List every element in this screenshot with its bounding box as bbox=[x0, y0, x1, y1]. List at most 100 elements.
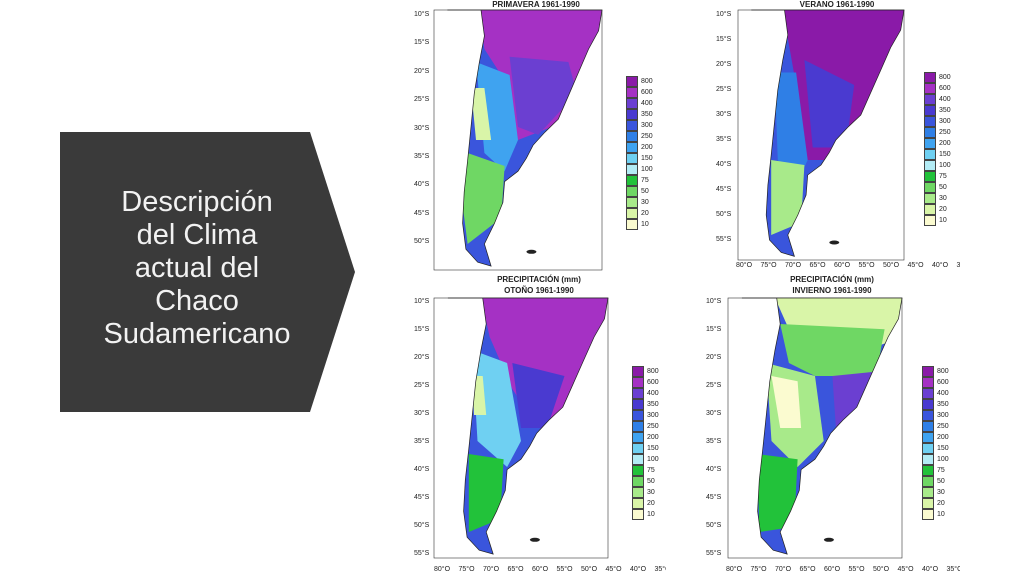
map-panel-invierno: PRECIPITACIÓN (mm) INVIERNO 1961-1990 10… bbox=[704, 274, 960, 576]
legend-value: 30 bbox=[647, 489, 655, 496]
island-mark bbox=[829, 240, 840, 245]
legend-value: 400 bbox=[647, 390, 659, 397]
legend-value: 250 bbox=[647, 423, 659, 430]
legend-swatch bbox=[632, 443, 644, 454]
latitude-label: 40°S bbox=[716, 161, 732, 168]
precipitation-band bbox=[780, 324, 885, 376]
longitude-label: 65°O bbox=[507, 566, 524, 573]
latitude-label: 30°S bbox=[706, 410, 722, 417]
legend-value: 800 bbox=[939, 74, 951, 81]
precipitation-band bbox=[472, 350, 521, 467]
legend-value: 150 bbox=[939, 151, 951, 158]
legend-value: 600 bbox=[937, 379, 949, 386]
title-line: Chaco bbox=[155, 285, 239, 317]
latitude-label: 10°S bbox=[716, 11, 732, 18]
precipitation-band bbox=[468, 454, 504, 532]
legend-swatch bbox=[924, 72, 936, 83]
legend-swatch bbox=[626, 109, 638, 120]
latitude-label: 10°S bbox=[706, 298, 722, 305]
legend-value: 75 bbox=[647, 467, 655, 474]
legend-value: 350 bbox=[937, 401, 949, 408]
longitude-label: 55°O bbox=[858, 262, 875, 269]
legend-value: 30 bbox=[939, 195, 947, 202]
map-panel-verano: VERANO 1961-1990 10°S 15°S 20°S 25°S 30°S 35°… bbox=[714, 0, 960, 272]
latitude-label: 50°S bbox=[706, 522, 722, 529]
legend-value: 10 bbox=[647, 511, 655, 518]
legend-swatch bbox=[632, 476, 644, 487]
legend-swatch bbox=[924, 149, 936, 160]
legend-swatch bbox=[632, 432, 644, 443]
legend-swatch bbox=[924, 127, 936, 138]
legend-swatch bbox=[626, 131, 638, 142]
legend-value: 50 bbox=[641, 188, 649, 195]
legend-value: 250 bbox=[937, 423, 949, 430]
latitude-label: 25°S bbox=[414, 96, 430, 104]
legend-value: 300 bbox=[641, 122, 653, 129]
latitude-label: 35°S bbox=[414, 153, 430, 160]
title-line: Descripción bbox=[121, 186, 273, 218]
legend-swatch bbox=[632, 366, 644, 377]
latitude-label: 55°S bbox=[706, 550, 722, 557]
latitude-label: 45°S bbox=[706, 494, 722, 501]
precipitation-band bbox=[774, 72, 808, 185]
legend-swatch bbox=[924, 204, 936, 215]
longitude-label: 65°O bbox=[799, 566, 816, 573]
legend-swatch bbox=[922, 487, 934, 498]
precipitation-band bbox=[771, 160, 805, 235]
coastline bbox=[741, 297, 903, 555]
legend-value: 20 bbox=[939, 206, 947, 213]
latitude-label: 30°S bbox=[414, 124, 430, 132]
legend-swatch bbox=[922, 388, 934, 399]
longitude-label: 40°O bbox=[932, 262, 949, 269]
legend-value: 400 bbox=[641, 100, 653, 107]
latitude-label: 15°S bbox=[414, 326, 430, 333]
legend-value: 100 bbox=[647, 456, 659, 463]
latitude-label: 20°S bbox=[706, 354, 722, 361]
legend-value: 20 bbox=[937, 500, 945, 507]
legend-swatch bbox=[626, 219, 638, 230]
legend-swatch bbox=[922, 421, 934, 432]
longitude-label: 35°O bbox=[946, 566, 961, 573]
title-arrow-shape bbox=[60, 132, 355, 412]
panel-subtitle: PRECIPITACIÓN (mm) bbox=[497, 275, 581, 284]
panel-title: INVIERNO 1961-1990 bbox=[792, 286, 872, 295]
legend-swatch bbox=[924, 182, 936, 193]
legend-swatch bbox=[632, 410, 644, 421]
legend-swatch bbox=[924, 160, 936, 171]
longitude-label: 50°O bbox=[581, 566, 598, 573]
legend-value: 300 bbox=[939, 118, 951, 125]
title-line: del Clima bbox=[136, 219, 258, 251]
legend-swatch bbox=[924, 193, 936, 204]
latitude-label: 10°S bbox=[414, 298, 430, 305]
legend-swatch bbox=[626, 142, 638, 153]
legend-swatch bbox=[924, 138, 936, 149]
legend-value: 150 bbox=[641, 155, 653, 162]
legend-value: 75 bbox=[939, 173, 947, 180]
map-panel-otono: PRECIPITACIÓN (mm) OTOÑO 1961-1990 10°S 1… bbox=[412, 274, 666, 576]
precipitation-band bbox=[476, 62, 518, 172]
longitude-label: 35°O bbox=[956, 262, 961, 269]
precipitation-map bbox=[433, 297, 609, 559]
legend-swatch bbox=[922, 443, 934, 454]
latitude-label: 45°S bbox=[414, 494, 430, 501]
island-mark bbox=[529, 537, 540, 542]
legend-value: 75 bbox=[641, 177, 649, 184]
legend-value: 250 bbox=[641, 133, 653, 140]
legend-swatch bbox=[632, 498, 644, 509]
legend-swatch bbox=[924, 83, 936, 94]
latitude-label: 40°S bbox=[706, 466, 722, 473]
longitude-label: 45°O bbox=[907, 262, 924, 269]
precipitation-band bbox=[771, 376, 802, 428]
legend-swatch bbox=[922, 498, 934, 509]
latitude-label: 40°S bbox=[414, 466, 430, 473]
legend-value: 20 bbox=[641, 210, 649, 217]
legend-value: 400 bbox=[939, 96, 951, 103]
legend-swatch bbox=[626, 164, 638, 175]
latitude-label: 10°S bbox=[414, 11, 430, 18]
legend-swatch bbox=[924, 171, 936, 182]
legend-value: 600 bbox=[641, 89, 653, 96]
latitude-label: 50°S bbox=[414, 238, 430, 246]
longitude-label: 50°O bbox=[883, 262, 900, 269]
legend-swatch bbox=[626, 87, 638, 98]
legend-value: 600 bbox=[647, 379, 659, 386]
